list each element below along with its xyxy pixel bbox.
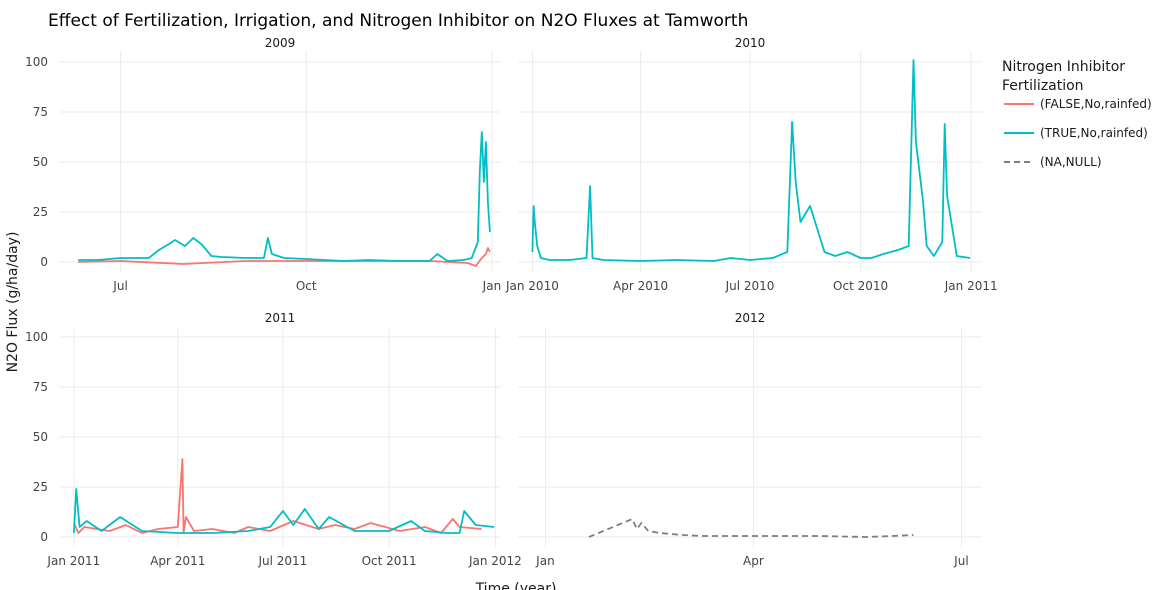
x-tick-label: Jan 2012 <box>468 554 522 568</box>
chart-title: Effect of Fertilization, Irrigation, and… <box>48 11 748 31</box>
series-line <box>588 518 914 538</box>
strip-label-2009: 2009 <box>265 36 296 50</box>
y-tick-label: 50 <box>33 155 48 169</box>
x-tick-label: Oct 2011 <box>362 554 417 568</box>
x-tick-label: Jul <box>112 279 127 293</box>
x-tick-label: Oct <box>296 279 317 293</box>
y-tick-label: 50 <box>33 430 48 444</box>
x-tick-label: Apr 2010 <box>613 279 668 293</box>
x-tick-label: Jan 2010 <box>505 279 559 293</box>
strip-label-2011: 2011 <box>265 311 296 325</box>
y-tick-label: 25 <box>33 480 48 494</box>
x-tick-label: Oct 2010 <box>833 279 888 293</box>
strip-label-2012: 2012 <box>735 311 766 325</box>
x-tick-label: Jul 2010 <box>725 279 775 293</box>
x-tick-label: Jan 2011 <box>944 279 998 293</box>
x-tick-label: Jul <box>953 554 968 568</box>
legend: Nitrogen Inhibitor Fertilization (FALSE,No… <box>1002 59 1152 169</box>
legend-label: (NA,NULL) <box>1040 155 1102 169</box>
y-tick-label: 75 <box>33 380 48 394</box>
legend-label: (TRUE,No,rainfed) <box>1040 126 1148 140</box>
facet-panels: 2009 0 25 50 75 100 Jul Oct Jan 2010 Jan 2010 Apr 2… <box>25 36 998 568</box>
strip-label-2010: 2010 <box>735 36 766 50</box>
panel-2011: 2011 0 25 50 75 100 Jan 2011 Apr 2011 Jul 2011 Oc… <box>25 311 522 568</box>
series-line <box>531 59 971 262</box>
series-line <box>73 488 495 534</box>
series-line <box>73 458 482 534</box>
series-line <box>78 247 491 267</box>
x-tick-label: Apr 2011 <box>150 554 205 568</box>
panel-2012: 2012 Jan Apr Jul <box>518 311 982 568</box>
x-tick-label: Jan 2011 <box>46 554 100 568</box>
y-axis-title: N2O Flux (g/ha/day) <box>5 232 21 373</box>
legend-label: (FALSE,No,rainfed) <box>1040 97 1152 111</box>
y-tick-label: 100 <box>25 330 48 344</box>
y-tick-label: 75 <box>33 105 48 119</box>
series-line <box>78 131 491 262</box>
legend-title: Fertilization <box>1002 78 1084 94</box>
panel-2010: 2010 Jan 2010 Apr 2010 Jul 2010 Oct 2010 Jan … <box>505 36 998 293</box>
y-tick-label: 0 <box>40 530 48 544</box>
x-tick-label: Jul 2011 <box>257 554 307 568</box>
legend-title: Nitrogen Inhibitor <box>1002 59 1125 75</box>
y-tick-label: 100 <box>25 55 48 69</box>
x-tick-label: Apr <box>743 554 764 568</box>
y-tick-label: 0 <box>40 255 48 269</box>
panel-2009: 2009 0 25 50 75 100 Jul Oct Jan <box>25 36 501 293</box>
x-tick-label: Jan <box>482 279 502 293</box>
x-tick-label: Jan <box>535 554 555 568</box>
y-tick-label: 25 <box>33 205 48 219</box>
x-axis-title: Time (year) <box>475 581 557 590</box>
